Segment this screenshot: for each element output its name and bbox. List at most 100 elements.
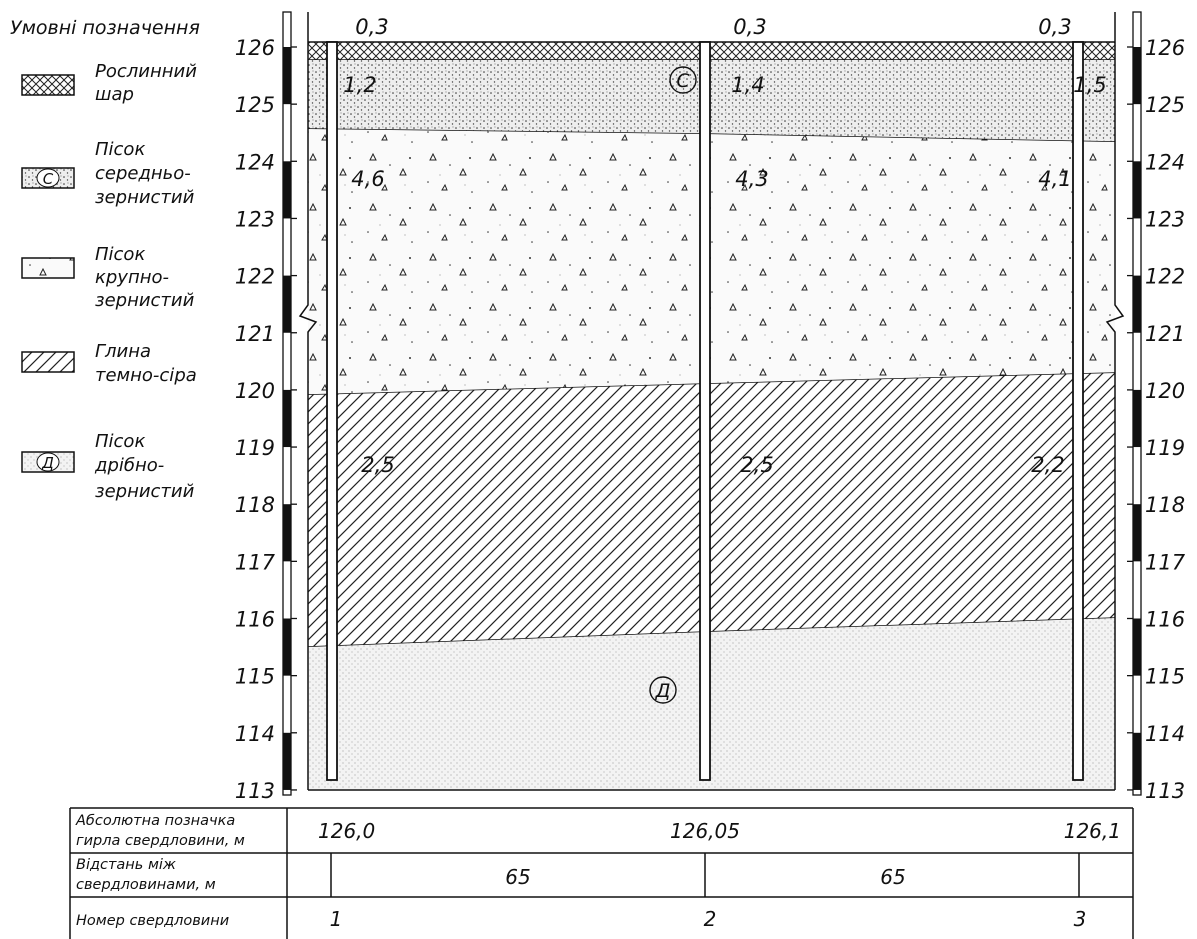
elevation-label: 124 xyxy=(1145,150,1185,174)
legend-swatch xyxy=(21,351,75,373)
thickness-label: 4,6 xyxy=(351,167,384,191)
layer-symbol-circle xyxy=(669,66,697,94)
layer xyxy=(308,60,1115,142)
layer xyxy=(308,373,1115,647)
legend-label: дрібно- xyxy=(94,455,164,476)
scale-segment xyxy=(1133,732,1141,790)
legend-label: крупно- xyxy=(95,267,169,288)
elevation-label: 120 xyxy=(235,379,275,403)
thickness-label: 2,2 xyxy=(1031,453,1064,477)
elevation-label: 118 xyxy=(235,493,275,517)
scale-segment xyxy=(1133,47,1141,105)
thickness-label: 2,5 xyxy=(740,453,773,477)
elevation-label: 125 xyxy=(235,93,275,117)
elevation-label: 121 xyxy=(1145,322,1185,346)
scale-segment xyxy=(283,732,291,790)
layers xyxy=(307,42,1116,791)
thickness-label: 1,5 xyxy=(1073,73,1106,97)
table-value: 2 xyxy=(704,907,717,931)
legend-label: зернистий xyxy=(95,187,195,208)
scale-segment xyxy=(283,389,291,448)
legend-label: Рослинний xyxy=(95,61,197,82)
legend-swatch xyxy=(21,257,75,279)
scale-segment xyxy=(283,161,291,219)
table-row-label: Абсолютна позначка xyxy=(75,813,235,829)
thickness-label: 4,1 xyxy=(1038,167,1071,191)
legend-label: Глина xyxy=(95,341,151,362)
elevation-label: 124 xyxy=(235,150,275,174)
elevation-label: 113 xyxy=(235,779,275,803)
legend-label: Пісок xyxy=(95,139,145,160)
legend-label: шар xyxy=(95,84,134,105)
legend-label: зернистий xyxy=(95,481,195,502)
table-value: 126,0 xyxy=(318,819,375,843)
scale-segment xyxy=(1133,161,1141,219)
legend-title: Умовні позначення xyxy=(10,17,200,39)
elevation-label: 116 xyxy=(235,608,275,632)
legend-label: темно-сіра xyxy=(95,365,197,386)
borehole xyxy=(1072,41,1084,781)
table-value: 3 xyxy=(1074,907,1087,931)
thickness-label: 1,4 xyxy=(731,73,764,97)
thickness-label: 2,5 xyxy=(361,453,394,477)
scale-segment xyxy=(283,618,291,676)
elevation-label: 119 xyxy=(1145,436,1185,460)
elevation-label: 118 xyxy=(1145,493,1185,517)
elevation-label: 122 xyxy=(1145,265,1185,289)
layer-symbol: Д xyxy=(655,680,671,702)
legend-label: Пісок xyxy=(95,244,145,265)
table-row-label: гирла свердловини, м xyxy=(76,833,245,849)
elevation-label: 123 xyxy=(1145,207,1185,231)
thickness-label: 0,3 xyxy=(355,15,388,39)
legend-symbol: Д xyxy=(41,454,54,472)
elevation-label: 117 xyxy=(235,550,276,574)
table-value: 65 xyxy=(880,865,905,889)
elevation-label: 125 xyxy=(1145,93,1185,117)
elevation-label: 121 xyxy=(235,322,275,346)
layer xyxy=(308,42,1115,60)
table-value: 126,1 xyxy=(1064,819,1121,843)
elevation-label: 115 xyxy=(1145,665,1185,689)
borehole xyxy=(699,41,711,781)
table-row-label: Номер свердловини xyxy=(76,913,229,929)
section-edge xyxy=(298,12,318,790)
legend-label: середньо- xyxy=(95,163,191,184)
elevation-label: 114 xyxy=(1145,722,1185,746)
elevation-label: 116 xyxy=(1145,608,1185,632)
scale-segment xyxy=(283,47,291,105)
scale-segment xyxy=(1133,618,1141,676)
borehole xyxy=(326,41,338,781)
table-row-label: Відстань між xyxy=(76,857,176,873)
layer xyxy=(308,129,1115,395)
elevation-label: 122 xyxy=(235,265,275,289)
table-value: 126,05 xyxy=(670,819,740,843)
legend-symbol-circle xyxy=(36,452,60,472)
table-value: 1 xyxy=(330,907,343,931)
thickness-label: 0,3 xyxy=(733,15,766,39)
thickness-label: 0,3 xyxy=(1038,15,1071,39)
elevation-label: 123 xyxy=(235,207,275,231)
scale-segment xyxy=(283,275,291,333)
table-row-label: свердловинами, м xyxy=(76,877,216,893)
legend-label: Пісок xyxy=(95,431,145,452)
legend-symbol-circle xyxy=(36,168,60,188)
table-value: 65 xyxy=(505,865,530,889)
scale-segment xyxy=(1133,504,1141,562)
elevation-label: 113 xyxy=(1145,779,1185,803)
legend-symbol: С xyxy=(43,170,54,188)
thickness-label: 1,2 xyxy=(343,73,376,97)
legend-label: зернистий xyxy=(95,290,195,311)
elevation-label: 126 xyxy=(235,36,275,60)
elevation-label: 126 xyxy=(1145,36,1185,60)
scale-segment xyxy=(283,504,291,562)
layer xyxy=(308,618,1115,790)
thickness-label: 4,3 xyxy=(735,167,768,191)
layer-symbol: С xyxy=(676,70,690,92)
elevation-label: 119 xyxy=(235,436,275,460)
elevation-label: 115 xyxy=(235,665,275,689)
elevation-label: 117 xyxy=(1145,550,1186,574)
section-edge xyxy=(1105,12,1125,790)
scale-segment xyxy=(1133,275,1141,333)
scale-segment xyxy=(1133,389,1141,448)
